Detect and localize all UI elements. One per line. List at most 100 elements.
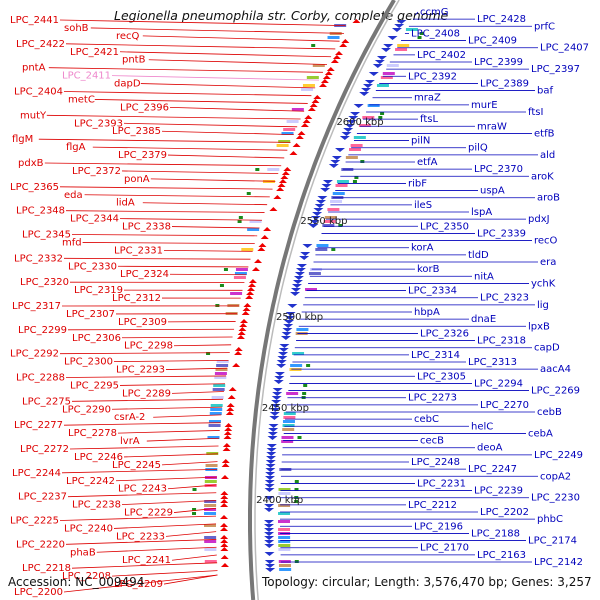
right-gene-label[interactable]: LPC_2202: [480, 507, 529, 518]
left-gene-label[interactable]: LPC_2243: [118, 484, 167, 495]
right-gene-label[interactable]: LPC_2294: [474, 378, 523, 389]
left-gene-label[interactable]: recQ: [116, 31, 140, 42]
left-gene-label[interactable]: LPC_2309: [118, 317, 167, 328]
left-gene-label[interactable]: LPC_2372: [72, 166, 121, 177]
right-gene-label[interactable]: LPC_2212: [408, 500, 457, 511]
right-gene-label[interactable]: LPC_2407: [540, 43, 589, 54]
right-gene-label[interactable]: dnaE: [471, 314, 496, 325]
right-gene-label[interactable]: prfC: [534, 21, 555, 32]
right-gene-label[interactable]: hbpA: [414, 307, 440, 318]
left-gene-label[interactable]: LPC_2411: [62, 71, 111, 82]
left-gene-label[interactable]: LPC_2396: [120, 102, 169, 113]
left-gene-label[interactable]: LPC_2292: [10, 349, 59, 360]
right-gene-label[interactable]: LPC_2409: [468, 36, 517, 47]
left-gene-label[interactable]: LPC_2290: [62, 404, 111, 415]
left-gene-label[interactable]: LPC_2299: [18, 325, 67, 336]
left-gene-label[interactable]: LPC_2238: [72, 500, 121, 511]
left-gene-label[interactable]: LPC_2218: [22, 563, 71, 574]
left-gene-label[interactable]: LPC_2220: [16, 539, 65, 550]
right-gene-label[interactable]: recO: [534, 236, 558, 247]
right-gene-label[interactable]: lpxB: [528, 321, 550, 332]
left-gene-label[interactable]: LPC_2244: [12, 468, 61, 479]
left-gene-label[interactable]: LPC_2319: [74, 285, 123, 296]
right-gene-label[interactable]: ftsI: [528, 107, 543, 118]
left-gene-label[interactable]: LPC_2225: [10, 516, 59, 527]
left-gene-label[interactable]: ponA: [124, 174, 150, 185]
right-gene-label[interactable]: cebB: [537, 407, 562, 418]
left-gene-label[interactable]: LPC_2278: [68, 428, 117, 439]
left-gene-label[interactable]: LPC_2288: [16, 373, 65, 384]
left-gene-label[interactable]: LPC_2241: [122, 555, 171, 566]
right-gene-label[interactable]: pilQ: [468, 143, 488, 154]
right-gene-label[interactable]: mraW: [477, 121, 507, 132]
left-gene-label[interactable]: LPC_2312: [112, 293, 161, 304]
left-gene-label[interactable]: pntB: [122, 55, 146, 66]
left-gene-label[interactable]: LPC_2277: [14, 420, 63, 431]
left-gene-label[interactable]: csrA-2: [114, 412, 145, 423]
right-gene-label[interactable]: LPC_2339: [477, 228, 526, 239]
right-gene-label[interactable]: aacA4: [540, 364, 571, 375]
right-gene-label[interactable]: LPC_2305: [417, 371, 466, 382]
right-gene-label[interactable]: phbC: [537, 514, 563, 525]
right-gene-label[interactable]: lig: [537, 300, 549, 311]
left-gene-label[interactable]: LPC_2240: [64, 523, 113, 534]
left-gene-label[interactable]: LPC_2404: [14, 87, 63, 98]
left-gene-label[interactable]: LPC_2208: [62, 571, 111, 582]
left-gene-label[interactable]: mfd: [62, 237, 82, 248]
left-gene-label[interactable]: LPC_2209: [114, 579, 163, 590]
left-gene-label[interactable]: lvrA: [120, 436, 140, 447]
left-gene-label[interactable]: LPC_2298: [124, 341, 173, 352]
right-gene-label[interactable]: LPC_2231: [417, 478, 466, 489]
right-gene-label[interactable]: tldD: [468, 250, 489, 261]
right-gene-label[interactable]: LPC_2313: [468, 357, 517, 368]
right-gene-label[interactable]: ald: [540, 150, 555, 161]
right-gene-label[interactable]: copA2: [540, 471, 571, 482]
left-gene-label[interactable]: LPC_2393: [74, 118, 123, 129]
right-gene-label[interactable]: pilN: [411, 136, 430, 147]
left-gene-label[interactable]: pdxB: [18, 158, 44, 169]
right-gene-label[interactable]: ychK: [531, 278, 556, 289]
left-gene-label[interactable]: LPC_2338: [122, 222, 171, 233]
right-gene-label[interactable]: korA: [411, 243, 434, 254]
right-gene-label[interactable]: aroB: [537, 193, 560, 204]
right-gene-label[interactable]: LPC_2269: [531, 386, 580, 397]
right-gene-label[interactable]: LPC_2196: [414, 521, 463, 532]
right-gene-label[interactable]: LPC_2247: [468, 464, 517, 475]
left-gene-label[interactable]: LPC_2233: [116, 531, 165, 542]
left-gene-label[interactable]: metC: [68, 94, 95, 105]
right-gene-label[interactable]: nitA: [474, 271, 494, 282]
left-gene-label[interactable]: lidA: [116, 198, 135, 209]
right-gene-label[interactable]: LPC_2170: [420, 543, 469, 554]
left-gene-label[interactable]: LPC_2422: [16, 39, 65, 50]
left-gene-label[interactable]: LPC_2385: [112, 126, 161, 137]
right-gene-label[interactable]: LPC_2334: [408, 286, 457, 297]
right-gene-label[interactable]: LPC_2142: [534, 557, 583, 568]
left-gene-label[interactable]: LPC_2246: [74, 452, 123, 463]
left-gene-label[interactable]: flgA: [66, 142, 86, 153]
left-gene-label[interactable]: phaB: [70, 547, 96, 558]
left-gene-label[interactable]: LPC_2317: [12, 301, 61, 312]
left-gene-label[interactable]: LPC_2365: [10, 182, 59, 193]
right-gene-label[interactable]: LPC_2389: [480, 78, 529, 89]
right-gene-label[interactable]: lspA: [471, 207, 492, 218]
left-gene-label[interactable]: LPC_2331: [114, 245, 163, 256]
left-gene-label[interactable]: mutY: [20, 110, 47, 121]
left-gene-label[interactable]: LPC_2300: [64, 357, 113, 368]
right-gene-label[interactable]: LPC_2408: [411, 28, 460, 39]
left-gene-label[interactable]: LPC_2275: [22, 396, 71, 407]
left-gene-label[interactable]: LPC_2320: [20, 277, 69, 288]
left-gene-label[interactable]: dapD: [114, 79, 141, 90]
right-gene-label[interactable]: mraZ: [414, 93, 441, 104]
left-gene-label[interactable]: LPC_2344: [70, 214, 119, 225]
left-gene-label[interactable]: LPC_2379: [118, 150, 167, 161]
right-gene-label[interactable]: LPC_2174: [528, 536, 577, 547]
right-gene-label[interactable]: era: [540, 257, 556, 268]
right-gene-label[interactable]: ribF: [408, 178, 427, 189]
right-gene-label[interactable]: LPC_2273: [408, 393, 457, 404]
left-gene-label[interactable]: LPC_2289: [122, 388, 171, 399]
right-gene-label[interactable]: LPC_2326: [420, 328, 469, 339]
right-gene-label[interactable]: baf: [537, 86, 553, 97]
right-gene-label[interactable]: LPC_2428: [477, 14, 526, 25]
right-gene-label[interactable]: ftsL: [420, 114, 438, 125]
